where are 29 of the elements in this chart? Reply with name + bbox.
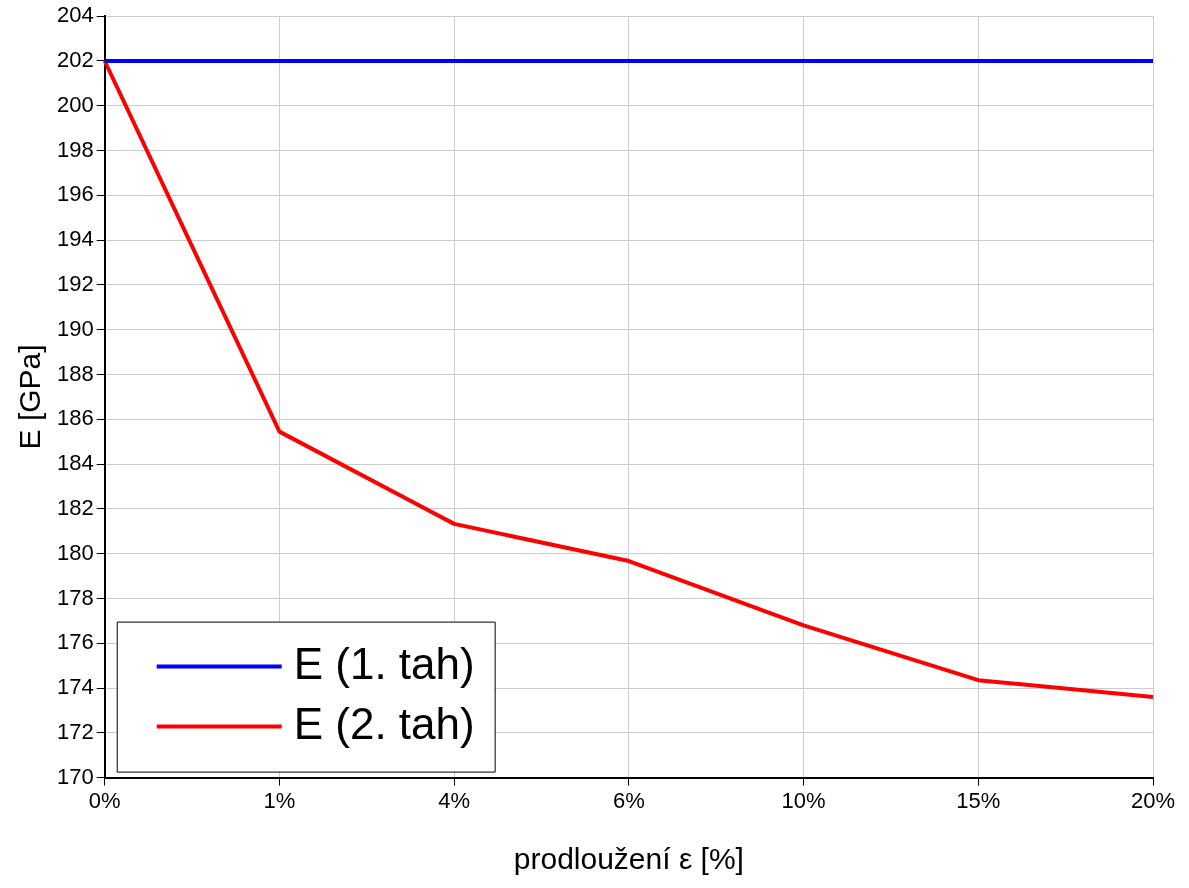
y-tick-label: 202 (56, 47, 94, 73)
y-tick-label: 170 (56, 763, 94, 789)
x-tick-label: 20% (1130, 787, 1176, 813)
y-tick-label: 192 (56, 270, 94, 296)
y-tick-label: 196 (56, 181, 94, 207)
y-tick-label: 180 (56, 539, 94, 565)
y-tick-label: 200 (56, 91, 94, 117)
y-tick-label: 176 (56, 629, 94, 655)
x-tick-label: 15% (956, 787, 1001, 813)
y-tick-label: 194 (56, 226, 94, 252)
x-tick-label: 0% (88, 787, 121, 813)
x-tick-label: 4% (438, 787, 471, 813)
x-tick-label: 10% (781, 787, 826, 813)
y-axis-title: E [GPa] (13, 344, 47, 450)
y-tick-label: 204 (56, 2, 94, 28)
y-tick-label: 198 (56, 136, 94, 162)
y-tick-label: 186 (56, 405, 94, 431)
legend-label: E (1. tah) (293, 638, 475, 688)
x-tick-label: 6% (612, 787, 645, 813)
y-tick-label: 184 (56, 450, 94, 476)
y-tick-label: 172 (56, 718, 94, 744)
x-axis-title: prodloužení ε [%] (513, 842, 744, 876)
legend-label: E (2. tah) (293, 698, 475, 748)
y-tick-label: 190 (56, 315, 94, 341)
y-tick-label: 188 (56, 360, 94, 386)
y-tick-label: 182 (56, 494, 94, 520)
y-tick-label: 178 (56, 584, 94, 610)
x-tick-label: 1% (263, 787, 296, 813)
y-tick-label: 174 (56, 674, 94, 700)
